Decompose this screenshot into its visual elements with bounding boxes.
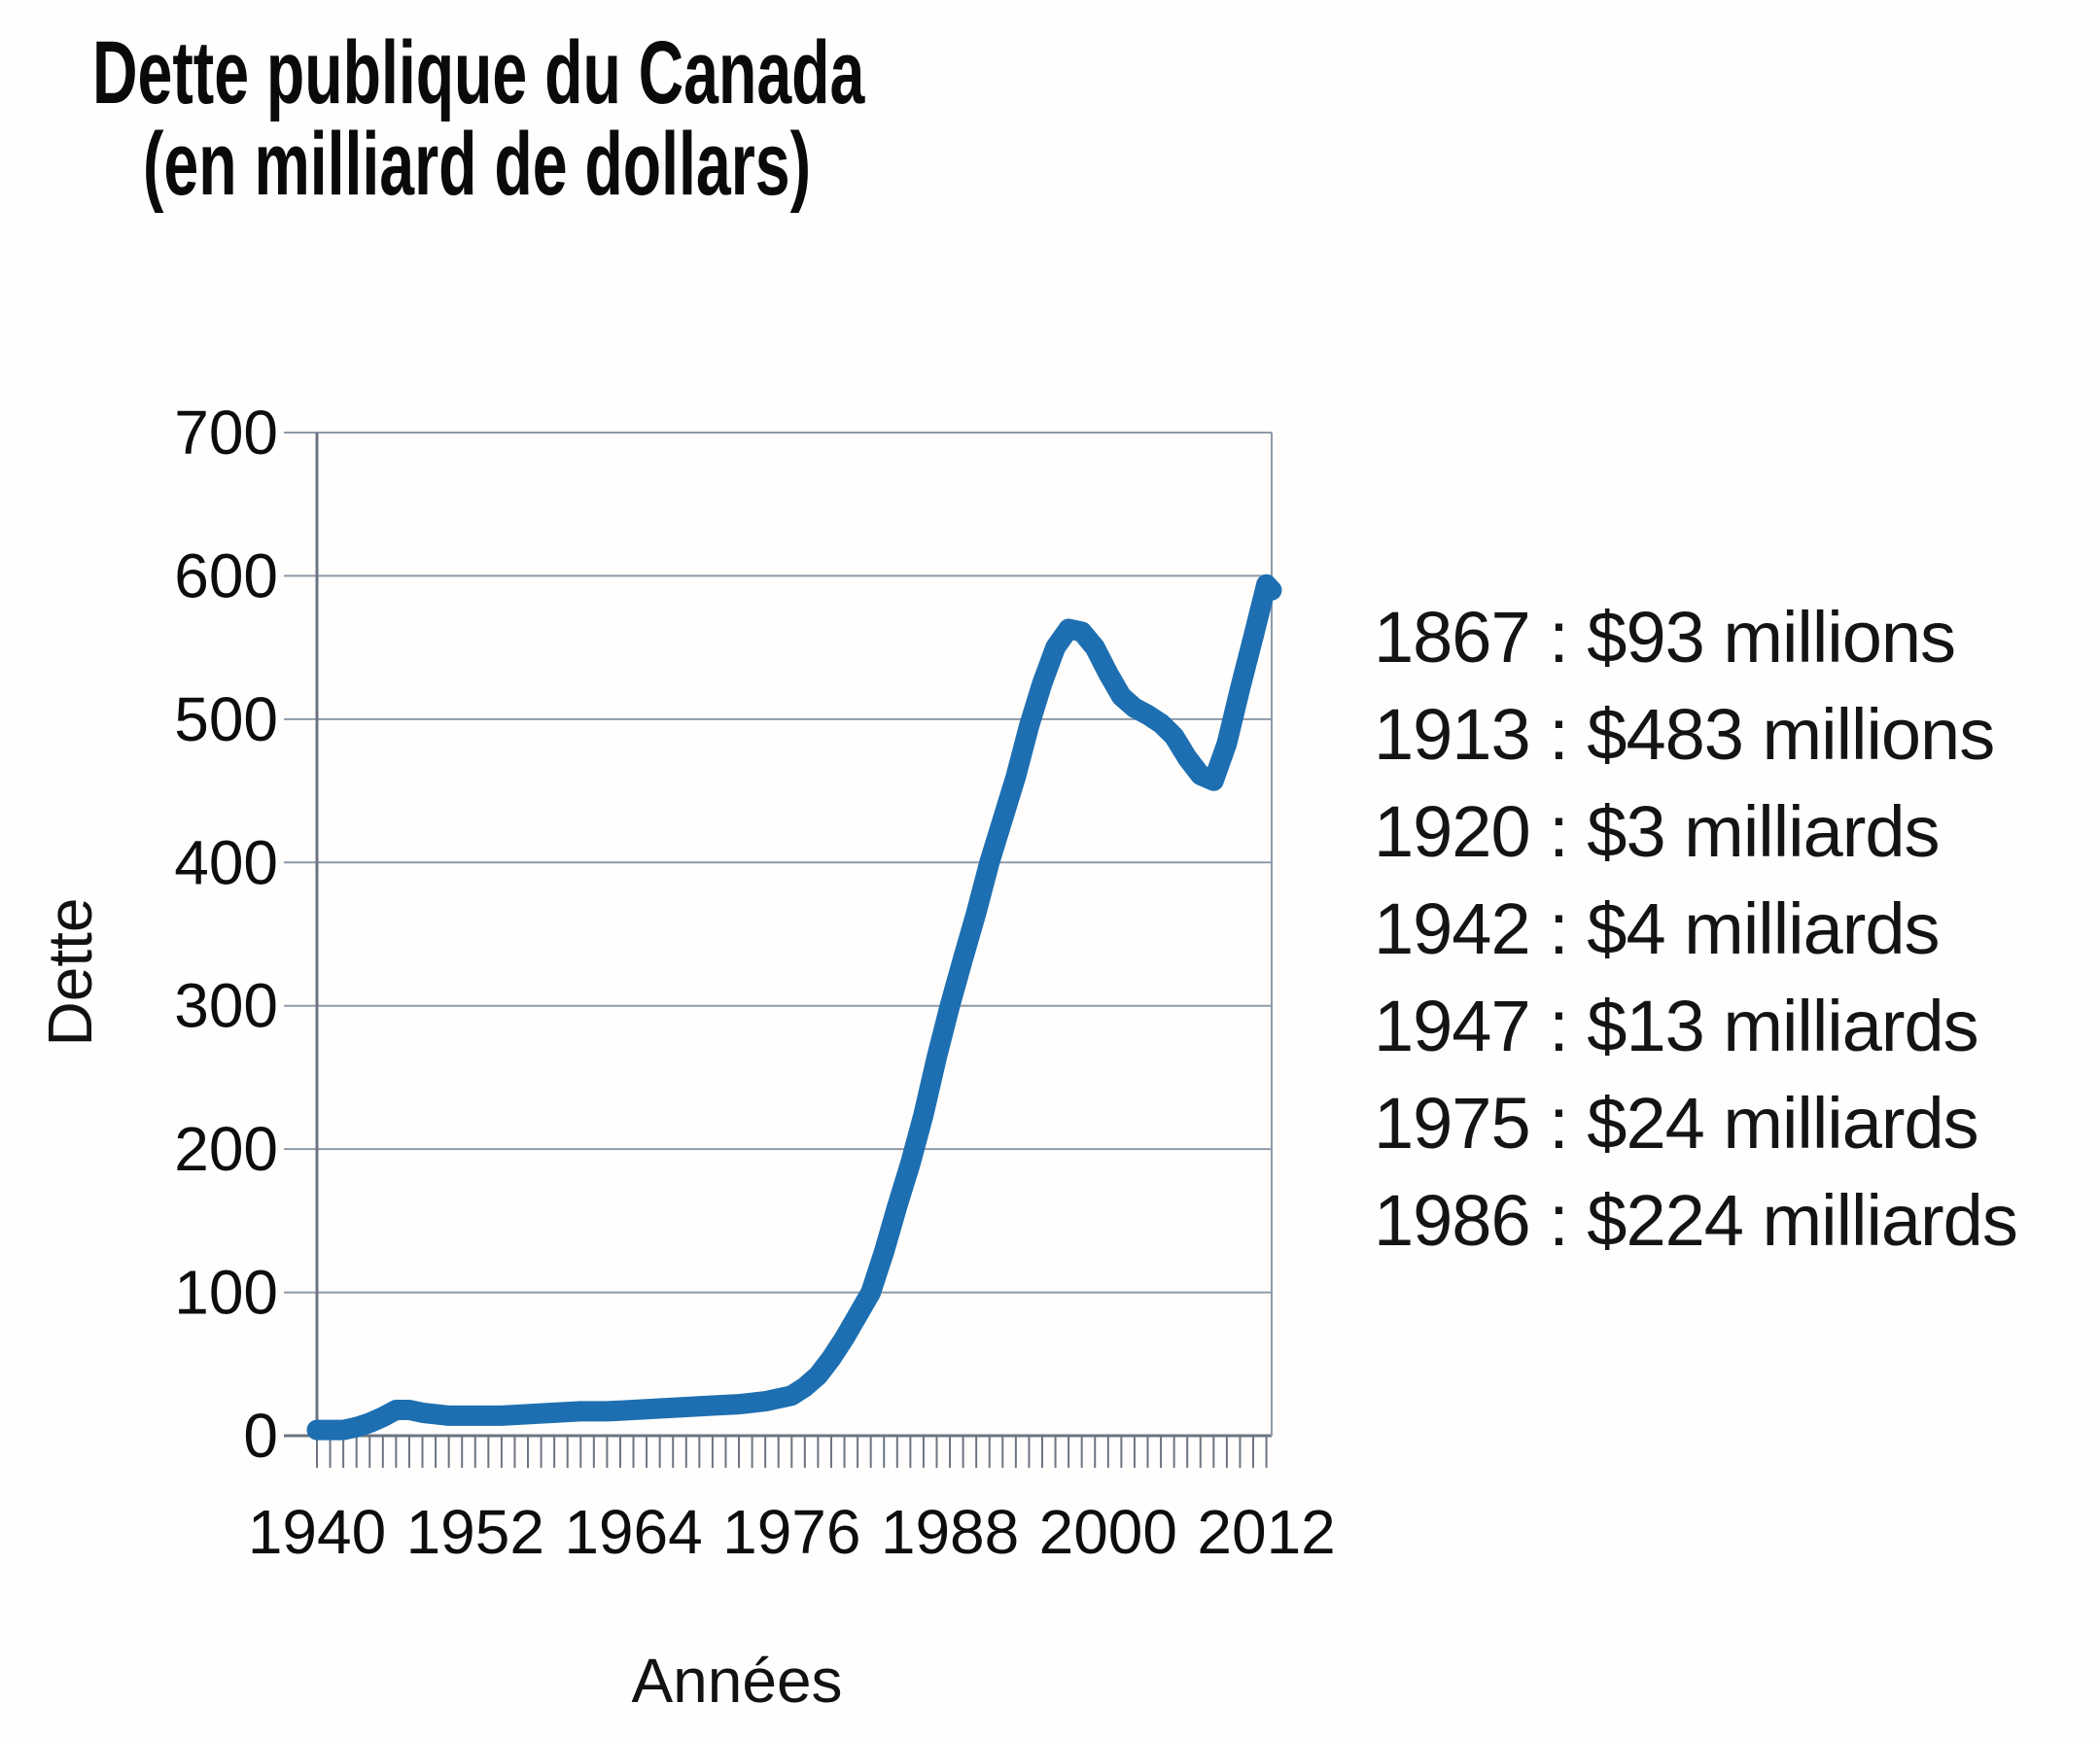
annotation-item: 1947 : $13 milliards [1374,986,1979,1066]
x-tick-label: 2000 [1039,1497,1177,1567]
x-tick-label: 1940 [248,1497,386,1567]
y-tick-label: 300 [174,971,278,1041]
x-tick-label: 2012 [1197,1497,1335,1567]
y-tick-label: 0 [243,1401,278,1471]
x-tick-label: 1964 [564,1497,702,1567]
chart-title-line2: (en milliard de dollars) [142,115,812,214]
y-tick-label: 200 [174,1114,278,1184]
chart-title-line1: Dette publique du Canada [92,23,865,122]
annotations-list: 1867 : $93 millions 1913 : $483 millions 1… [1374,589,2018,1269]
y-tick-label: 400 [174,827,278,897]
x-tick-label: 1988 [881,1497,1019,1567]
debt-line [306,574,1282,1441]
y-tick-label: 700 [174,398,278,468]
y-tick-label: 100 [174,1258,278,1328]
annotation-item: 1942 : $4 milliards [1374,888,1941,969]
x-tick-label: 1952 [406,1497,544,1567]
annotation-item: 1867 : $93 millions [1374,597,1956,678]
annotation-item: 1975 : $24 milliards [1374,1083,1979,1164]
x-axis-title: Années [631,1646,843,1716]
x-tick-label: 1976 [722,1497,860,1567]
y-tick-label: 600 [174,540,278,610]
y-tick-label: 500 [174,684,278,754]
annotation-item: 1986 : $224 milliards [1374,1180,2018,1261]
annotation-item: 1920 : $3 milliards [1374,791,1941,872]
annotation-item: 1913 : $483 millions [1374,694,1995,775]
chart-title: Dette publique du Canada (en milliard de… [92,23,865,214]
